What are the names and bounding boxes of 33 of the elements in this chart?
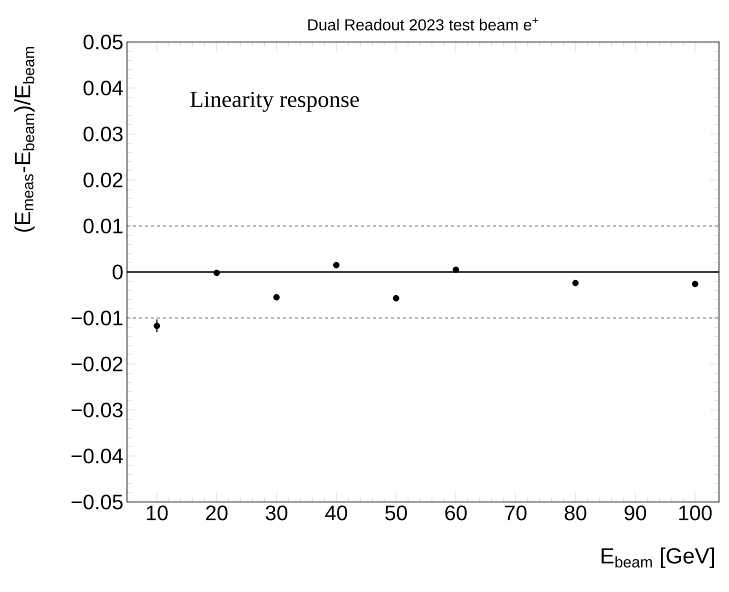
y-tick-label: −0.03 [72, 402, 123, 418]
point [333, 262, 340, 268]
x-axis-title: E$_{beam}$ [GeV] [602, 548, 714, 568]
x-tick-label: 60 [445, 506, 467, 520]
x-tick-label: 30 [266, 506, 288, 520]
y-tick-label: 0 [112, 264, 123, 280]
y-tick-label: −0.05 [72, 494, 123, 510]
x-tick-label: 80 [564, 506, 586, 520]
point [692, 280, 698, 288]
y-tick-label: 0.03 [84, 126, 123, 142]
x-tick-label: 40 [325, 506, 348, 520]
y-tick-label: 0.02 [84, 172, 122, 188]
x-tick-label: 70 [505, 506, 526, 520]
point [572, 280, 579, 286]
chart-title: Dual Readout 2023 test beam e$^{+}$ [308, 18, 538, 30]
x-tick-label: 90 [624, 506, 646, 520]
y-tick-label: 0.01 [84, 218, 122, 234]
point [452, 266, 460, 273]
y-tick-label: −0.02 [72, 356, 122, 372]
x-tick-label: 50 [385, 506, 407, 520]
annotation: Linearity response [190, 92, 359, 112]
y-axis-title: (E$_{meas}$-E$_{beam}$)/E$_{beam}$ [14, 47, 35, 232]
y-tick-label: −0.04 [72, 448, 123, 464]
point [392, 295, 400, 302]
point [214, 270, 220, 276]
x-tick-label: 100 [679, 506, 712, 520]
x-tick-label: 10 [146, 506, 168, 520]
y-tick-label: −0.01 [72, 310, 122, 326]
y-tick-label: 0.04 [84, 80, 123, 96]
x-tick-label: 20 [206, 506, 228, 520]
point [273, 294, 280, 300]
point [154, 322, 160, 330]
y-tick-label: 0.05 [84, 34, 123, 50]
